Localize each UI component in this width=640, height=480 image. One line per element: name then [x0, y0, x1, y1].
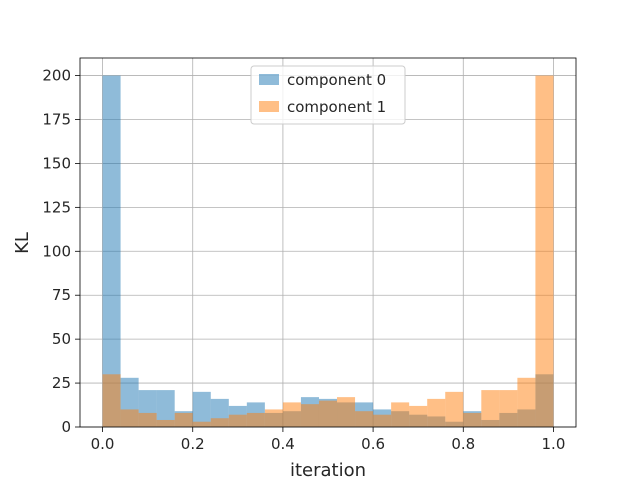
y-tick-label-4: 100 [42, 242, 71, 260]
bar-series0-bin0 [102, 75, 121, 428]
y-tick-label-7: 175 [42, 111, 71, 129]
legend-box [250, 65, 406, 125]
bar-series1-bin24 [535, 75, 554, 428]
bar-series1-bin14 [355, 411, 374, 427]
bar-series1-bin19 [445, 391, 464, 427]
axes [75, 57, 577, 432]
y-tick-label-3: 75 [52, 286, 71, 304]
bar-series1-bin5 [192, 421, 211, 427]
histogram-bars [102, 75, 554, 428]
y-tick-label-1: 25 [52, 374, 71, 392]
legend-label-0: component 0 [287, 71, 386, 89]
bar-series1-bin7 [228, 414, 247, 427]
x-tick-label-4: 0.8 [451, 435, 475, 453]
bar-series1-bin8 [246, 412, 265, 427]
bar-series1-bin4 [174, 412, 193, 427]
bar-series1-bin12 [318, 400, 338, 427]
tick-labels: 0.0 0.2 0.4 0.6 0.8 1.0 0 25 50 75 100 125 150 175 200 [42, 67, 565, 453]
y-axis-label: KL [12, 232, 33, 254]
bar-series1-bin16 [391, 402, 410, 427]
bar-series1-bin21 [481, 390, 500, 427]
bar-series1-bin17 [409, 405, 428, 427]
bar-series1-bin1 [120, 409, 139, 427]
bar-series1-bin2 [138, 412, 157, 427]
bar-series1-bin6 [210, 418, 229, 427]
legend-swatch-1 [259, 101, 279, 112]
bar-series0-bin5 [192, 391, 211, 427]
bar-series1-bin23 [517, 377, 536, 427]
bar-series1-bin22 [499, 390, 518, 427]
legend-swatch-0 [259, 74, 279, 85]
bar-series1-bin3 [156, 419, 175, 427]
legend: component 0 component 1 [250, 65, 406, 125]
plot-frame [79, 57, 577, 428]
x-tick-label-3: 0.6 [361, 435, 385, 453]
bar-series1-bin9 [264, 409, 283, 427]
x-tick-label-0: 0.0 [91, 435, 115, 453]
x-axis-label: iteration [290, 460, 366, 480]
bar-series0-bin3 [156, 390, 175, 427]
y-tick-label-6: 150 [42, 154, 71, 172]
legend-label-1: component 1 [287, 98, 386, 116]
bar-series1-bin10 [282, 402, 301, 427]
y-tick-label-2: 50 [52, 330, 71, 348]
y-tick-label-8: 200 [42, 67, 71, 85]
y-tick-label-0: 0 [61, 418, 71, 436]
x-tick-label-1: 0.2 [181, 435, 205, 453]
y-tick-label-5: 125 [42, 198, 71, 216]
bar-series1-bin18 [427, 398, 446, 427]
bar-series1-bin11 [300, 404, 319, 427]
bar-series1-bin13 [337, 397, 356, 427]
x-tick-label-5: 1.0 [542, 435, 566, 453]
bar-series1-bin20 [463, 412, 482, 427]
bar-series1-bin0 [102, 374, 121, 427]
bar-series1-bin15 [373, 414, 392, 427]
x-tick-label-2: 0.4 [271, 435, 295, 453]
